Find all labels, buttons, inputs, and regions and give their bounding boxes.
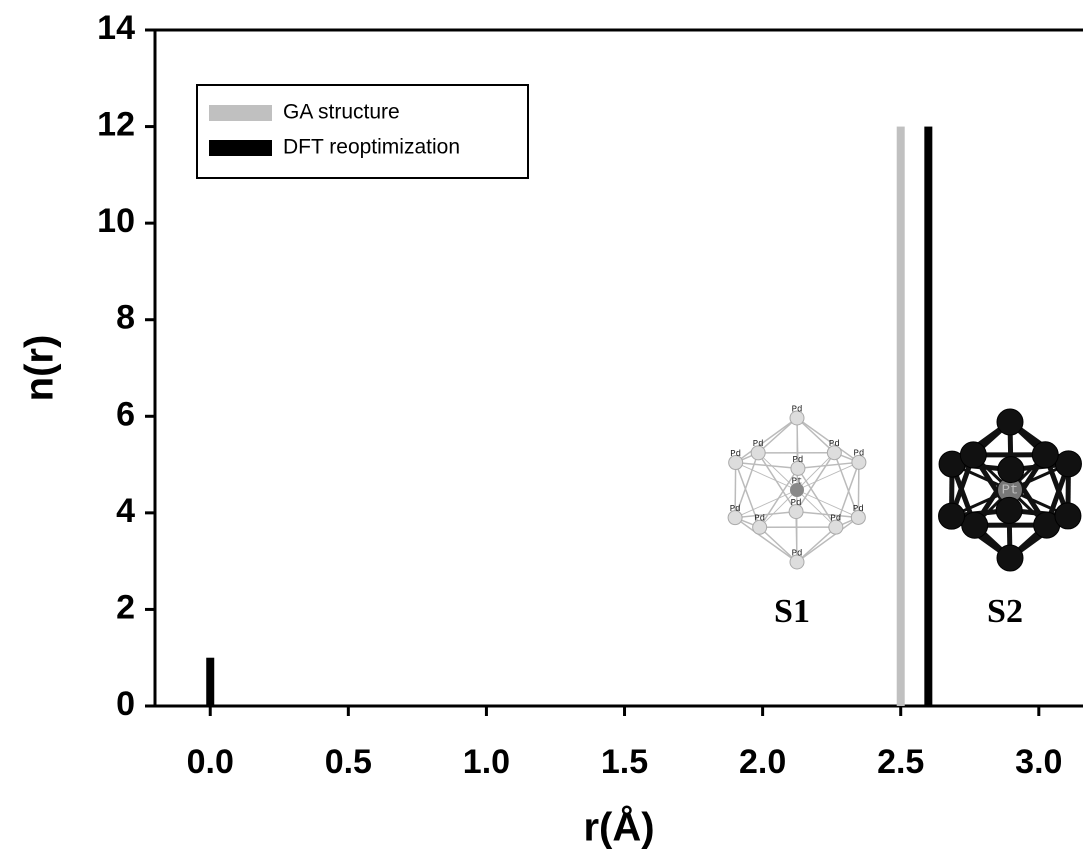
atom-label: Pt bbox=[1002, 483, 1019, 499]
atom-label: Pd bbox=[792, 548, 803, 558]
atom bbox=[962, 512, 988, 538]
legend-label: DFT reoptimization bbox=[283, 136, 460, 159]
y-tick-label: 8 bbox=[116, 299, 135, 337]
bond bbox=[797, 527, 836, 562]
y-tick-label: 0 bbox=[116, 685, 135, 723]
atom bbox=[1032, 442, 1058, 468]
atom bbox=[939, 503, 965, 529]
bond bbox=[797, 517, 858, 562]
atom bbox=[997, 409, 1023, 435]
bar bbox=[897, 127, 905, 706]
atom-label: Pd bbox=[792, 404, 803, 414]
atom-label: Pd bbox=[793, 455, 804, 465]
x-tick-label: 1.5 bbox=[601, 743, 648, 781]
atom bbox=[1055, 503, 1081, 529]
atom-label: Pd bbox=[730, 449, 741, 459]
y-tick-label: 14 bbox=[97, 9, 135, 47]
annotation: S1 bbox=[774, 593, 810, 630]
bar bbox=[206, 658, 214, 706]
atom-label: Pd bbox=[853, 504, 864, 514]
x-axis-title: r(Å) bbox=[583, 805, 654, 850]
bond bbox=[798, 462, 859, 468]
x-tick-label: 3.0 bbox=[1015, 743, 1062, 781]
y-axis-title: n(r) bbox=[18, 335, 62, 402]
bond bbox=[736, 418, 797, 463]
atom bbox=[1055, 451, 1081, 477]
y-tick-label: 10 bbox=[97, 202, 135, 240]
bond bbox=[758, 418, 797, 453]
y-tick-label: 2 bbox=[116, 588, 135, 626]
atom-label: Pd bbox=[754, 514, 765, 524]
x-tick-label: 1.0 bbox=[463, 743, 510, 781]
y-tick-label: 6 bbox=[116, 395, 135, 433]
atom bbox=[998, 457, 1024, 483]
x-tick-label: 0.5 bbox=[325, 743, 372, 781]
x-tick-label: 2.5 bbox=[877, 743, 924, 781]
legend-label: GA structure bbox=[283, 101, 400, 124]
y-tick-label: 12 bbox=[97, 106, 135, 144]
legend-swatch bbox=[209, 140, 272, 156]
legend-swatch bbox=[209, 105, 272, 121]
atom bbox=[996, 497, 1022, 523]
annotation: S2 bbox=[987, 593, 1023, 630]
atom-label: Pt bbox=[792, 476, 803, 486]
y-tick-label: 4 bbox=[116, 492, 135, 530]
atom-label: Pd bbox=[791, 498, 802, 508]
atom-label: Pd bbox=[830, 514, 841, 524]
bond bbox=[797, 462, 859, 490]
bond bbox=[735, 512, 796, 518]
atom-label: Pd bbox=[853, 449, 864, 459]
bar bbox=[924, 127, 932, 706]
atom-label: Pd bbox=[753, 439, 764, 449]
atom bbox=[997, 545, 1023, 571]
atom-label: Pd bbox=[829, 439, 840, 449]
x-tick-label: 2.0 bbox=[739, 743, 786, 781]
atom bbox=[960, 442, 986, 468]
x-tick-label: 0.0 bbox=[187, 743, 234, 781]
atom-label: Pd bbox=[730, 504, 741, 514]
legend-box bbox=[197, 85, 528, 178]
chart: r(Å) n(r) Pd Pd Pd Pd Pd Pd Pd Pd Pd Pd Pd Pd Pt Pt S1… bbox=[0, 0, 1083, 861]
bond bbox=[735, 490, 797, 518]
